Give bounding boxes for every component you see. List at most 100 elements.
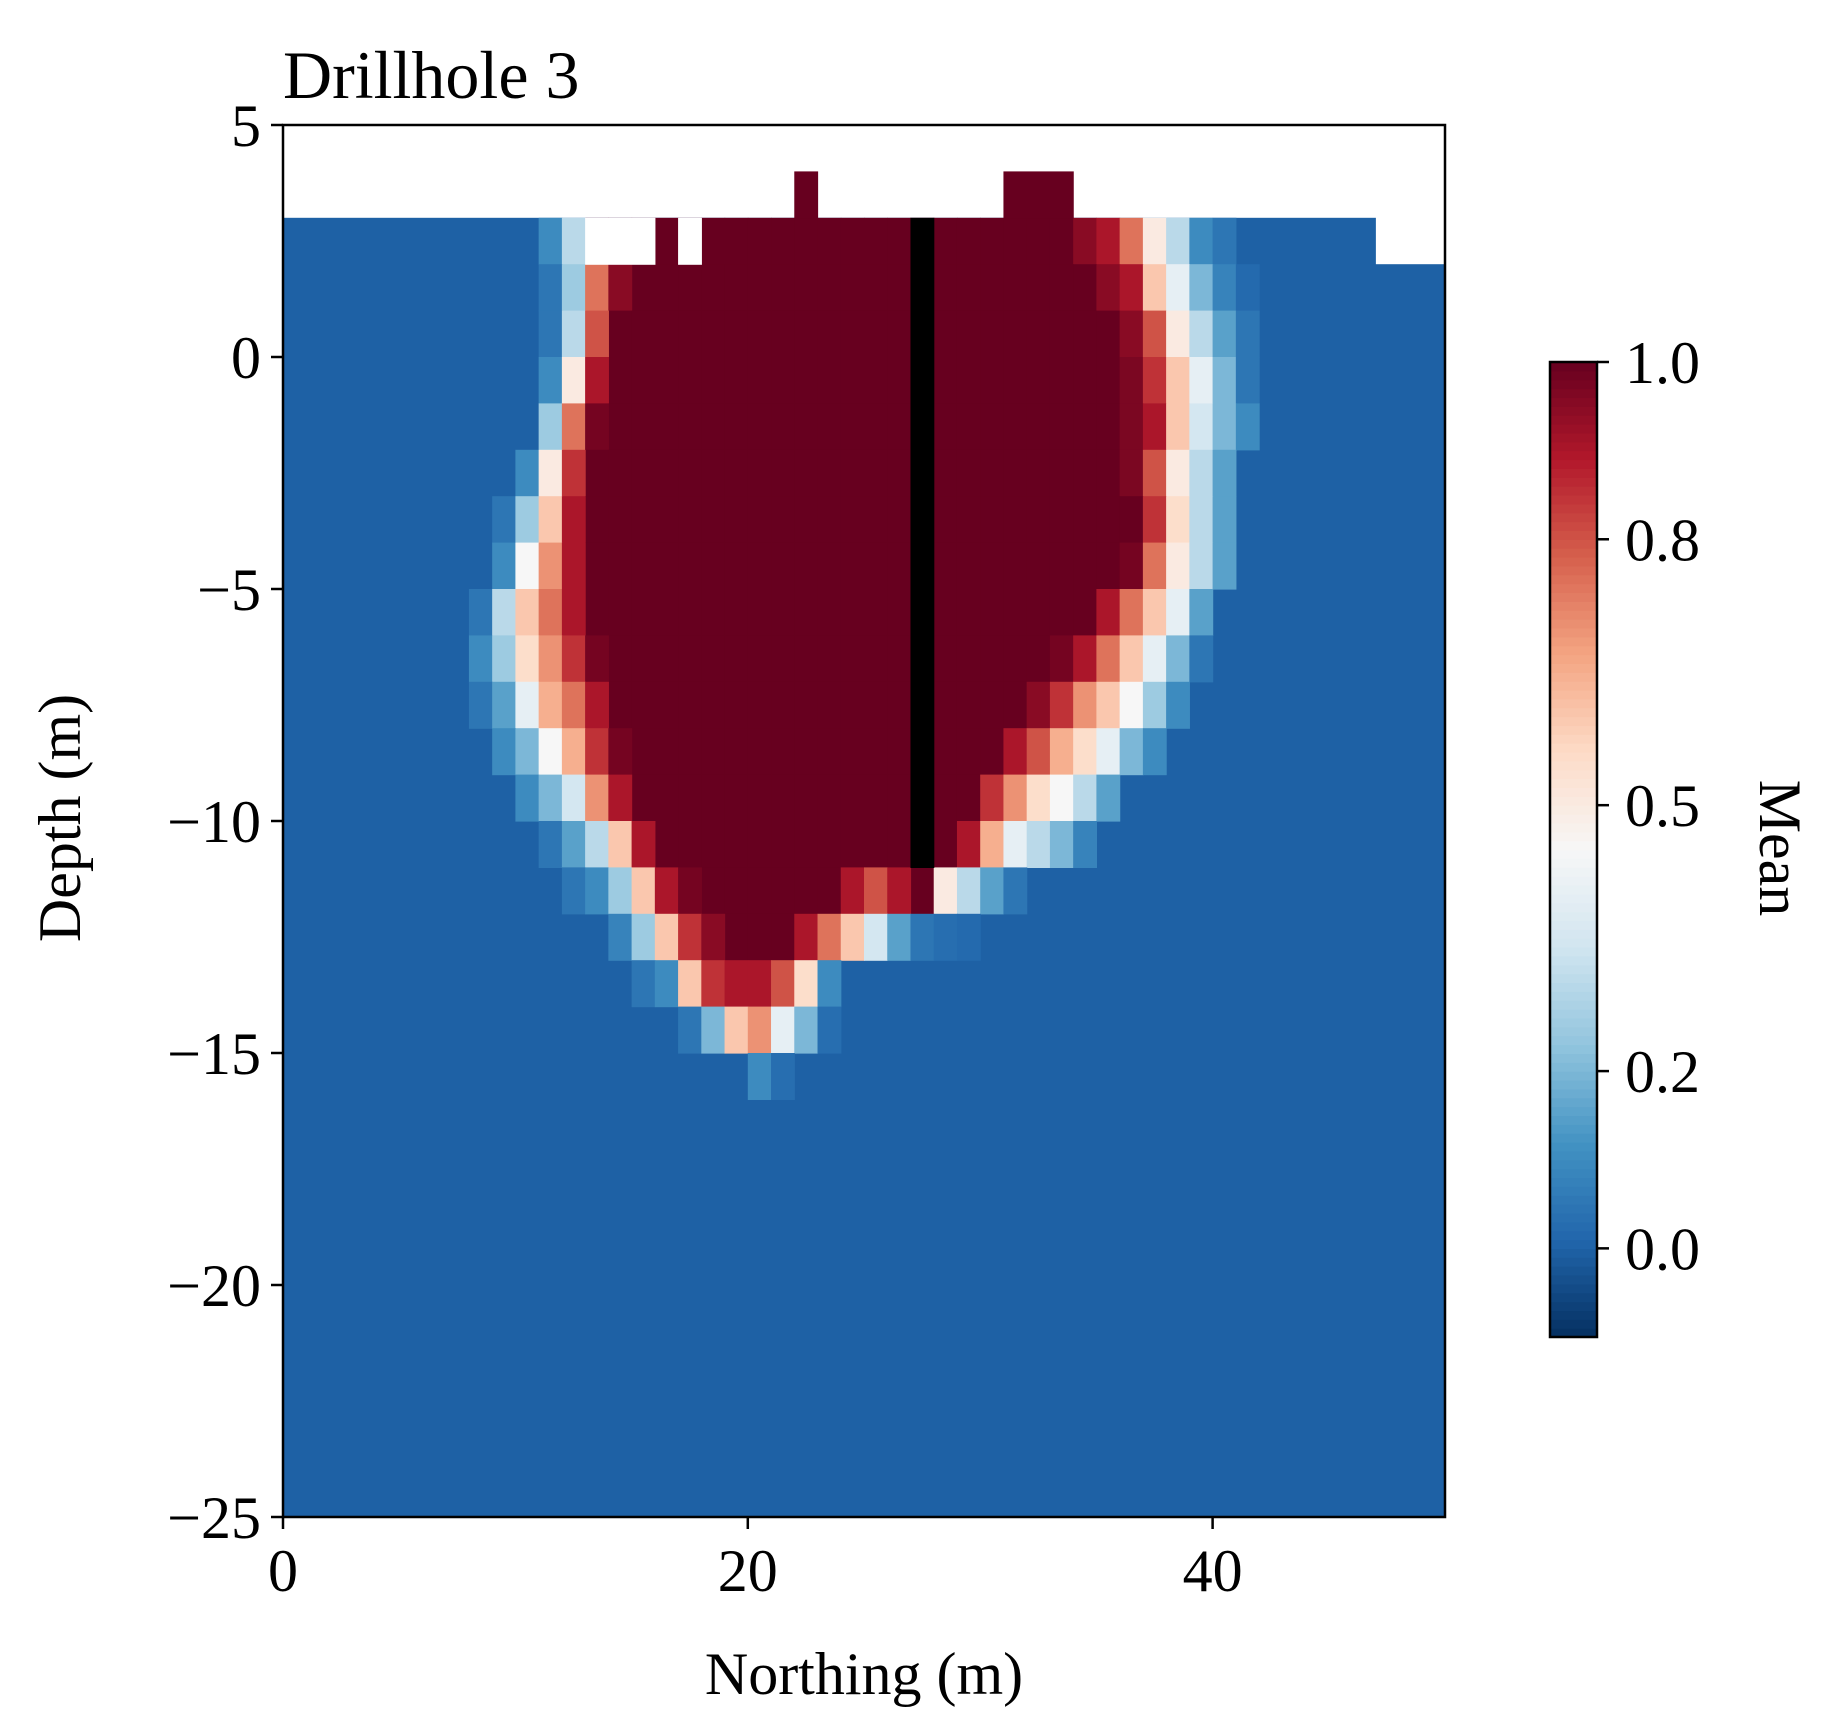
heatmap-cell <box>794 867 819 915</box>
heatmap-cell <box>585 635 609 683</box>
heatmap-cell <box>817 774 842 822</box>
heatmap-cell <box>887 542 912 590</box>
heatmap-cell <box>794 449 819 497</box>
heatmap-cell <box>1189 635 1214 683</box>
heatmap-cell <box>631 357 656 404</box>
heatmap-cell <box>724 589 749 636</box>
heatmap-cell <box>1049 774 1074 822</box>
colorbar-segment <box>1550 1239 1597 1249</box>
heatmap-cell <box>817 310 842 358</box>
heatmap-cell <box>887 217 912 265</box>
colorbar-segment <box>1550 911 1597 922</box>
colorbar-segment <box>1550 1248 1597 1258</box>
heatmap-cell <box>1073 310 1097 358</box>
heatmap-cell <box>956 913 981 961</box>
colorbar-segment <box>1550 840 1597 851</box>
heatmap-cell <box>1003 357 1028 404</box>
heatmap-cell <box>771 681 795 729</box>
surface-gap <box>678 217 702 265</box>
colorbar-segment <box>1550 920 1597 930</box>
heatmap-cell <box>1026 589 1051 636</box>
colorbar-segment <box>1550 432 1597 443</box>
heatmap-cell <box>1026 728 1051 776</box>
heatmap-cell <box>794 171 819 219</box>
heatmap-cell <box>1096 728 1121 776</box>
heatmap-cell <box>678 867 702 915</box>
heatmap-cell <box>585 449 609 497</box>
heatmap-cell <box>1003 264 1028 312</box>
colorbar-segment <box>1550 1044 1597 1054</box>
heatmap-cell <box>1049 217 1074 265</box>
heatmap-cell <box>956 589 981 636</box>
colorbar-segment <box>1550 1115 1597 1125</box>
heatmap-cell <box>794 774 819 822</box>
heatmap-cell <box>1003 449 1028 497</box>
heatmap-cell <box>747 264 772 312</box>
heatmap-cell <box>1119 403 1144 451</box>
heatmap-cell <box>608 496 633 544</box>
colorbar-segment <box>1550 1133 1597 1143</box>
heatmap-cell <box>1003 867 1028 915</box>
heatmap-cell <box>1096 264 1121 312</box>
heatmap-cell <box>561 217 586 265</box>
heatmap-cell <box>654 217 679 265</box>
colorbar-segment <box>1550 601 1597 611</box>
heatmap-cell <box>817 821 842 868</box>
heatmap-cell <box>608 542 633 590</box>
heatmap-cell <box>864 310 888 358</box>
heatmap-cell <box>608 589 633 636</box>
heatmap-cell <box>747 1053 772 1100</box>
colorbar-segment <box>1550 973 1597 984</box>
heatmap-cell <box>678 357 702 404</box>
heatmap-cell <box>1235 264 1260 312</box>
colorbar-segment <box>1550 468 1597 478</box>
heatmap-cell <box>585 728 609 776</box>
surface-gap <box>585 217 656 265</box>
heatmap-cell <box>1119 357 1144 404</box>
colorbar-segment <box>1550 743 1597 753</box>
heatmap-cell <box>585 774 609 822</box>
heatmap-cell <box>1166 589 1190 636</box>
colorbar-segment <box>1550 1017 1597 1028</box>
heatmap-cell <box>631 310 656 358</box>
heatmap-cell <box>817 357 842 404</box>
heatmap-cell <box>492 681 516 729</box>
colorbar-segment <box>1550 477 1597 487</box>
colorbar-segment <box>1550 521 1597 532</box>
heatmap-cell <box>840 449 865 497</box>
heatmap-cell <box>840 635 865 683</box>
heatmap-cell <box>887 264 912 312</box>
heatmap-cell <box>956 310 981 358</box>
colorbar-segment <box>1550 947 1597 957</box>
x-tick-label: 20 <box>718 1538 778 1604</box>
colorbar-segment <box>1550 1310 1597 1320</box>
heatmap-cell <box>701 264 726 312</box>
heatmap-cell <box>701 913 726 961</box>
heatmap-cell <box>585 821 609 868</box>
heatmap-cell <box>1235 403 1260 451</box>
heatmap-cell <box>980 774 1005 822</box>
heatmap-cell <box>980 496 1005 544</box>
heatmap-cell <box>1142 310 1167 358</box>
heatmap-cell <box>933 310 958 358</box>
heatmap-cell <box>724 867 749 915</box>
colorbar-segment <box>1550 397 1597 407</box>
colorbar-segment <box>1550 1142 1597 1152</box>
heatmap-cell <box>538 728 563 776</box>
colorbar-segment <box>1550 681 1597 691</box>
heatmap-cell <box>585 867 609 915</box>
colorbar-segment <box>1550 725 1597 735</box>
heatmap-cell <box>608 635 633 683</box>
heatmap-cell <box>1142 728 1167 776</box>
heatmap-cell <box>724 821 749 868</box>
heatmap-cell <box>933 681 958 729</box>
colorbar-tick-label: 0.2 <box>1625 1039 1700 1105</box>
heatmap-cell <box>1003 821 1028 868</box>
heatmap-cell <box>771 774 795 822</box>
heatmap-cell <box>864 217 888 265</box>
heatmap-cell <box>956 357 981 404</box>
colorbar-segment <box>1550 574 1597 585</box>
colorbar-segment <box>1550 503 1597 514</box>
heatmap-cell <box>678 589 702 636</box>
